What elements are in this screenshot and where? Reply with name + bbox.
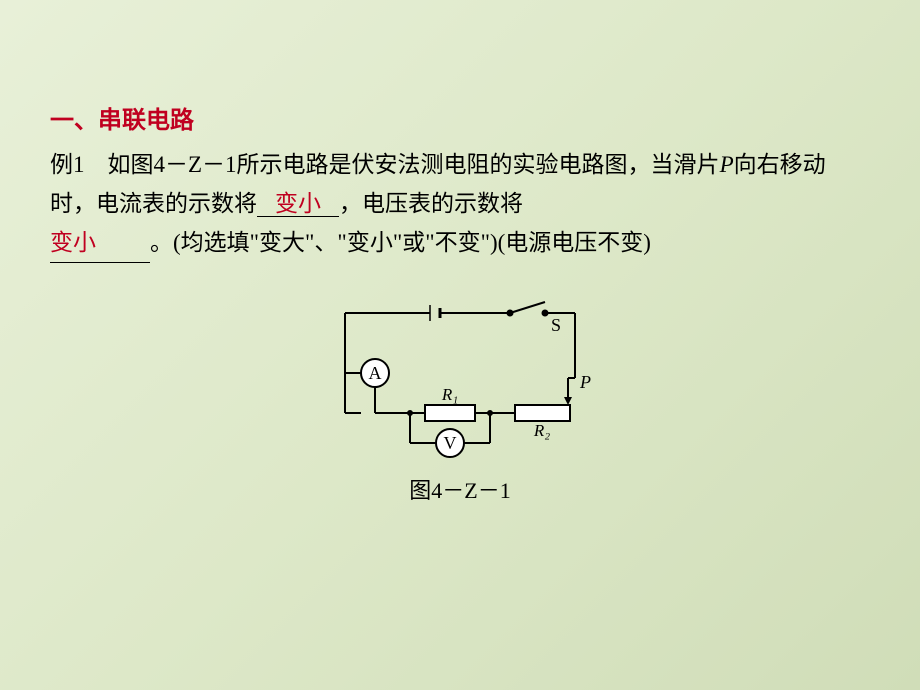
slider-arrowhead-icon [564, 397, 572, 405]
section-heading: 一、串联电路 [50, 100, 870, 135]
ammeter-label: A [369, 363, 382, 383]
diagram-caption: 图4－Z－1 [50, 473, 870, 505]
problem-suffix: 。(均选填"变大"、"变小"或"不变")(电源电压不变) [150, 230, 651, 255]
problem-mid2: ，电压表的示数将 [339, 191, 523, 216]
problem-statement: 例1 如图4－Z－1所示电路是伏安法测电阻的实验电路图，当滑片P向右移动时，电流… [50, 145, 870, 263]
problem-prefix: 例1 如图4－Z－1所示电路是伏安法测电阻的实验电路图，当滑片 [50, 152, 720, 177]
slider-label: P [579, 372, 591, 392]
answer-1: 变小 [257, 191, 339, 217]
switch-label: S [551, 315, 561, 335]
slider-variable: P [720, 152, 734, 177]
r2-label: R₂ [533, 421, 550, 440]
voltmeter-label: V [444, 433, 457, 453]
r1-label: R₁ [441, 385, 458, 404]
blank-2: 变小 [50, 223, 150, 263]
resistor-r1 [425, 405, 475, 421]
circuit-diagram-container: A V R₁ R₂ S P 图4－Z－1 [50, 293, 870, 505]
switch-arm [510, 302, 545, 313]
circuit-diagram: A V R₁ R₂ S P [315, 293, 605, 463]
answer-2: 变小 [50, 230, 96, 255]
rheostat-r2 [515, 405, 570, 421]
